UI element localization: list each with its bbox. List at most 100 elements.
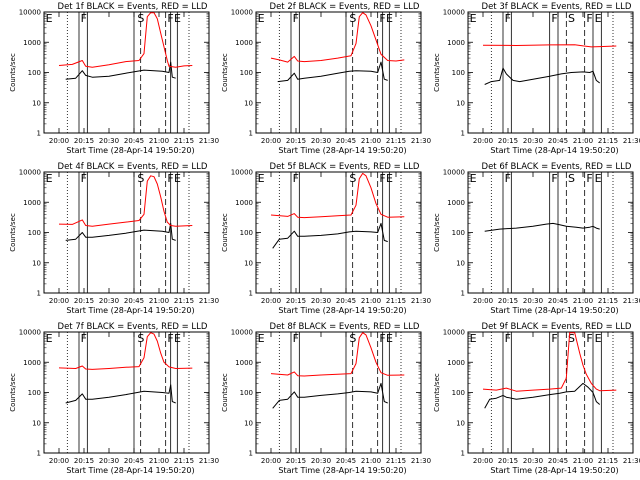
x-tick-label: 20:15 <box>498 137 518 145</box>
x-tick-label: 20:00 <box>261 457 281 465</box>
plot-frame <box>43 171 210 294</box>
y-tick-label: 10 <box>244 419 253 427</box>
x-axis-label: Start Time (28-Apr-14 19:50:20) <box>66 466 194 475</box>
x-tick-label: 20:15 <box>74 297 94 305</box>
time-marker-letter: E <box>258 12 265 25</box>
time-marker-letter: S <box>349 172 356 185</box>
events-series-line <box>277 61 388 83</box>
detector-panel: Det 4f BLACK = Events, RED = LLD 1 10 100 10… <box>9 162 219 315</box>
y-tick-label: 10 <box>456 419 465 427</box>
x-tick-label: 20:30 <box>99 457 119 465</box>
panel-title: Det 5f BLACK = Events, RED = LLD <box>270 162 420 172</box>
time-marker-letter: E <box>174 172 181 185</box>
y-tick-label: 10000 <box>443 169 465 177</box>
x-tick-label: 20:00 <box>261 297 281 305</box>
y-tick-label: 1 <box>461 290 465 298</box>
y-tick-label: 10000 <box>19 329 41 337</box>
panel-title: Det 1f BLACK = Events, RED = LLD <box>58 2 208 12</box>
time-marker-letter: F <box>586 172 592 185</box>
time-marker-letter: F <box>379 12 385 25</box>
time-marker-letter: F <box>81 12 87 25</box>
x-tick-label: 20:30 <box>523 297 543 305</box>
x-tick-label: 20:45 <box>336 297 356 305</box>
y-axis-label: Counts/sec <box>433 213 441 252</box>
x-tick-label: 20:00 <box>49 297 69 305</box>
y-tick-label: 10 <box>32 259 41 267</box>
x-tick-label: 20:15 <box>498 457 518 465</box>
y-tick-label: 100 <box>28 389 41 397</box>
y-tick-label: 10 <box>32 419 41 427</box>
x-tick-label: 21:00 <box>361 137 381 145</box>
time-marker-letter: F <box>551 172 557 185</box>
time-marker-letter: F <box>81 172 87 185</box>
time-marker-letter: E <box>386 172 393 185</box>
time-marker-letter: F <box>167 12 173 25</box>
lld-series-line <box>58 12 193 68</box>
y-tick-label: 100 <box>28 229 41 237</box>
x-tick-label: 20:45 <box>336 457 356 465</box>
y-tick-label: 100 <box>240 389 253 397</box>
x-axis-label: Start Time (28-Apr-14 19:50:20) <box>278 466 406 475</box>
y-tick-label: 1 <box>37 450 41 458</box>
time-marker-letter: F <box>81 332 87 345</box>
time-marker-letter: S <box>137 12 144 25</box>
y-tick-label: 10 <box>456 259 465 267</box>
x-tick-label: 20:15 <box>74 137 94 145</box>
time-marker-letter: F <box>586 12 592 25</box>
y-tick-label: 1000 <box>23 199 41 207</box>
time-marker-letter: E <box>595 12 602 25</box>
x-tick-label: 20:00 <box>473 297 493 305</box>
panel-title: Det 7f BLACK = Events, RED = LLD <box>58 322 208 332</box>
time-marker-letter: F <box>167 172 173 185</box>
y-tick-label: 100 <box>240 229 253 237</box>
time-marker-letter: F <box>505 332 511 345</box>
time-marker-letter: E <box>46 332 53 345</box>
time-marker-letter: E <box>595 172 602 185</box>
plot-frame <box>467 11 634 134</box>
y-tick-label: 10 <box>244 99 253 107</box>
y-tick-label: 100 <box>452 229 465 237</box>
x-axis-label: Start Time (28-Apr-14 19:50:20) <box>278 306 406 315</box>
x-tick-label: 20:30 <box>311 137 331 145</box>
time-marker-letter: E <box>174 332 181 345</box>
time-marker-letter: F <box>167 332 173 345</box>
y-tick-label: 10000 <box>231 9 253 17</box>
plot-frame <box>467 171 634 294</box>
events-series-line <box>484 222 600 232</box>
x-tick-label: 21:30 <box>411 297 431 305</box>
x-tick-label: 20:30 <box>99 297 119 305</box>
x-tick-label: 21:00 <box>149 297 169 305</box>
x-tick-label: 20:45 <box>124 297 144 305</box>
panel-title: Det 4f BLACK = Events, RED = LLD <box>58 162 208 172</box>
time-marker-letter: E <box>386 332 393 345</box>
x-tick-label: 20:45 <box>548 457 568 465</box>
time-marker-letter: E <box>46 172 53 185</box>
y-tick-label: 1 <box>37 290 41 298</box>
x-tick-label: 20:45 <box>124 137 144 145</box>
events-series-line <box>65 61 176 80</box>
x-tick-label: 20:45 <box>124 457 144 465</box>
y-axis-label: Counts/sec <box>9 373 17 412</box>
detector-panel: Det 5f BLACK = Events, RED = LLD 1 10 100 10… <box>221 162 431 315</box>
y-axis-label: Counts/sec <box>221 53 229 92</box>
y-axis-label: Counts/sec <box>221 373 229 412</box>
panel-title: Det 8f BLACK = Events, RED = LLD <box>270 322 420 332</box>
x-tick-label: 20:15 <box>286 137 306 145</box>
x-tick-label: 21:30 <box>623 457 640 465</box>
x-tick-label: 20:00 <box>49 137 69 145</box>
time-marker-letter: E <box>258 332 265 345</box>
x-tick-label: 21:15 <box>598 297 618 305</box>
x-tick-label: 21:15 <box>386 297 406 305</box>
time-marker-letter: S <box>568 12 575 25</box>
time-marker-letter: E <box>174 12 181 25</box>
x-axis-label: Start Time (28-Apr-14 19:50:20) <box>490 146 618 155</box>
x-tick-label: 21:15 <box>598 457 618 465</box>
time-marker-letter: S <box>568 332 575 345</box>
x-tick-label: 20:45 <box>548 137 568 145</box>
y-axis-label: Counts/sec <box>433 373 441 412</box>
time-marker-letter: E <box>470 12 477 25</box>
y-tick-label: 1000 <box>235 359 253 367</box>
x-tick-label: 21:15 <box>386 457 406 465</box>
x-tick-label: 20:15 <box>498 297 518 305</box>
lld-series-line <box>58 175 193 227</box>
